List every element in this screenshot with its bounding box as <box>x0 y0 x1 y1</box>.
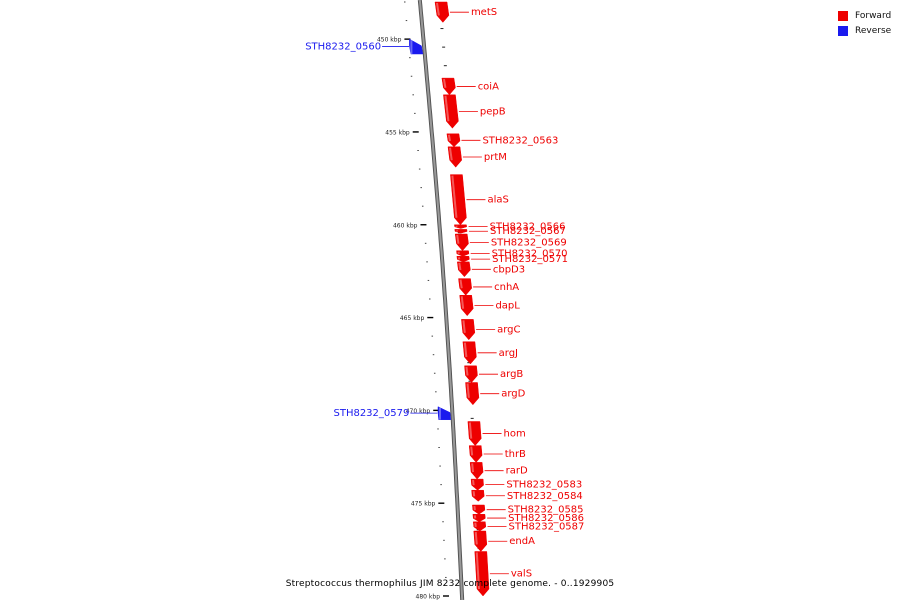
gene-arrow-STH8232_0570 <box>456 250 470 257</box>
backbone-shadow <box>417 0 465 600</box>
scale-tick-label: 475 kbp <box>411 501 436 508</box>
gene-label-metS: metS <box>471 7 497 18</box>
gene-arrow-STH8232_0584 <box>471 489 485 502</box>
gene-arrow-endA <box>473 530 488 552</box>
gene-label-prtM: prtM <box>484 152 507 163</box>
legend-item-reverse: Reverse <box>838 23 891 38</box>
gene-label-STH8232_0570: STH8232_0570 <box>492 249 568 260</box>
gene-arrow-metS <box>434 1 450 23</box>
gene-highlight <box>470 446 474 456</box>
gene-arrow-alaS <box>450 174 467 226</box>
gene-label-STH8232_0569: STH8232_0569 <box>491 237 567 248</box>
gene-highlight <box>472 479 475 486</box>
gene-arrow-STH8232_0585 <box>472 504 486 515</box>
scale-tick-label: 480 kbp <box>416 594 441 600</box>
gene-highlight <box>465 366 469 376</box>
gene-highlight <box>474 531 478 545</box>
gene-arrow-STH8232_0587 <box>473 521 487 532</box>
gene-arrow-pepB <box>443 94 459 129</box>
gene-highlight <box>471 463 475 473</box>
gene-highlight <box>444 95 450 122</box>
gene-label-STH8232_0584: STH8232_0584 <box>507 491 583 502</box>
strand-legend: Forward Reverse <box>838 8 891 38</box>
legend-item-forward: Forward <box>838 8 891 23</box>
gene-highlight <box>468 422 473 439</box>
legend-label-forward: Forward <box>855 10 892 21</box>
genome-caption: Streptococcus thermophilus JIM 8232 comp… <box>285 579 615 589</box>
scale-tick-label: 470 kbp <box>406 408 431 415</box>
gene-label-STH8232_0585: STH8232_0585 <box>508 505 584 516</box>
gene-highlight <box>451 175 458 218</box>
gene-label-cbpD3: cbpD3 <box>493 264 525 275</box>
gene-label-alaS: alaS <box>487 195 508 206</box>
gene-highlight <box>463 342 468 358</box>
gene-label-STH8232_0583: STH8232_0583 <box>506 480 582 491</box>
gene-label-STH8232_0571: STH8232_0571 <box>492 254 568 265</box>
gene-highlight <box>447 134 451 142</box>
forward-swatch <box>838 10 848 21</box>
gene-arrow-STH8232_0571 <box>456 256 470 263</box>
gene-arrow-STH8232_0569 <box>454 233 469 252</box>
gene-arrow-prtM <box>447 146 462 168</box>
gene-label-argC: argC <box>497 325 520 336</box>
gene-arrow-dapL <box>459 295 474 317</box>
scale-tick-label: 455 kbp <box>385 129 410 136</box>
gene-arrow-STH8232_0583 <box>470 478 484 491</box>
gene-arrow-coiA <box>441 77 456 96</box>
gene-label-cnhA: cnhA <box>494 282 519 293</box>
gene-label-argJ: argJ <box>499 348 518 359</box>
gene-highlight <box>462 320 466 333</box>
gene-highlight <box>458 262 462 271</box>
gene-arrow-rarD <box>469 462 484 480</box>
gene-label-STH8232_0586: STH8232_0586 <box>508 513 584 524</box>
gene-label-coiA: coiA <box>478 81 499 92</box>
gene-arrow-thrB <box>468 445 483 463</box>
gene-label-STH8232_0567: STH8232_0567 <box>490 226 566 237</box>
gene-arrow-STH8232_0566 <box>454 224 467 229</box>
reverse-swatch <box>838 25 848 36</box>
gene-arrow-hom <box>467 421 482 446</box>
gene-highlight <box>456 234 460 244</box>
gene-arrow-STH8232_0560 <box>409 38 424 55</box>
gene-highlight <box>472 491 476 497</box>
gene-label-argD: argD <box>501 389 525 400</box>
gene-highlight <box>466 383 470 398</box>
gene-label-pepB: pepB <box>480 107 506 118</box>
gene-label-valS: valS <box>511 569 532 580</box>
gene-highlight <box>436 2 440 16</box>
gene-label-rarD: rarD <box>506 466 528 477</box>
gene-arrow-valS <box>474 551 490 597</box>
gene-highlight <box>460 296 465 309</box>
gene-label-argB: argB <box>500 369 523 380</box>
gene-arrow-argB <box>464 365 478 383</box>
gene-arrow-STH8232_0563 <box>446 133 461 148</box>
gene-highlight <box>449 147 453 161</box>
gene-label-STH8232_0566: STH8232_0566 <box>490 222 566 233</box>
gene-label-endA: endA <box>509 536 535 547</box>
gene-arrow-STH8232_0579 <box>437 406 451 420</box>
gene-arrow-STH8232_0586 <box>472 514 486 523</box>
scale-tick-label: 450 kbp <box>377 37 402 44</box>
backbone-line <box>418 0 464 600</box>
gene-arrow-STH8232_0567 <box>454 229 468 234</box>
gene-label-STH8232_0563: STH8232_0563 <box>482 135 558 146</box>
gene-arrow-cnhA <box>458 278 472 296</box>
gene-highlight <box>475 552 480 590</box>
gene-arrow-argJ <box>462 341 477 365</box>
gene-label-STH8232_0560: STH8232_0560 <box>305 42 381 53</box>
scale-tick-label: 465 kbp <box>400 315 425 322</box>
gene-label-dapL: dapL <box>495 300 520 311</box>
gene-highlight <box>459 279 463 289</box>
scale-tick-label: 460 kbp <box>393 222 418 229</box>
gene-arrow-argD <box>465 382 480 406</box>
gene-label-STH8232_0587: STH8232_0587 <box>509 521 585 532</box>
gene-arrow-cbpD3 <box>457 261 471 278</box>
gene-label-hom: hom <box>504 429 526 440</box>
gene-arrow-argC <box>461 319 476 341</box>
legend-label-reverse: Reverse <box>855 25 892 36</box>
gene-highlight <box>442 78 447 88</box>
gene-label-STH8232_0579: STH8232_0579 <box>333 408 409 419</box>
gene-label-thrB: thrB <box>505 449 526 460</box>
